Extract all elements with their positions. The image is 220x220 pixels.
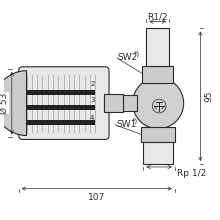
Bar [27,90,95,95]
Bar [146,29,169,66]
Text: *): *) [132,117,138,124]
Circle shape [133,78,184,129]
Text: *): *) [134,51,140,57]
Text: 2: 2 [90,81,95,88]
Text: 95: 95 [205,90,214,102]
Bar [27,105,95,110]
Text: Rp 1/2: Rp 1/2 [177,169,206,178]
Text: R1/2: R1/2 [147,13,168,22]
Bar [27,120,95,125]
Text: SW1: SW1 [116,120,136,129]
Wedge shape [0,71,27,136]
Bar [143,142,173,164]
Bar [142,66,173,82]
Text: 4: 4 [90,115,95,121]
Text: SW2: SW2 [118,53,138,62]
Text: 107: 107 [88,193,105,202]
Bar [104,94,123,112]
Bar [123,95,137,111]
Bar [141,127,175,142]
Text: Ø 53: Ø 53 [0,92,8,114]
Text: 3: 3 [90,97,95,103]
FancyBboxPatch shape [19,67,109,139]
